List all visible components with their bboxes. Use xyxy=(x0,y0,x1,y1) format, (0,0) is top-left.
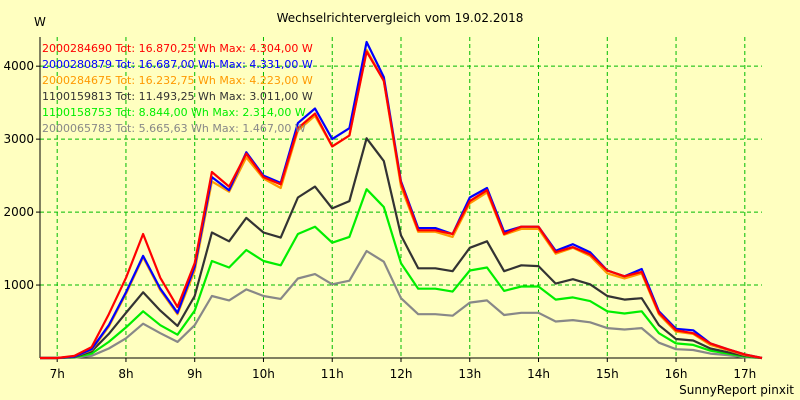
x-tick-label: 7h xyxy=(50,367,65,381)
y-tick-label: 3000 xyxy=(3,132,34,146)
y-tick-label: 4000 xyxy=(3,59,34,73)
series-line-0 xyxy=(40,50,763,360)
legend-entry: 2000065783 Tot: 5.665,63 Wh Max: 1.467,0… xyxy=(42,122,306,135)
y-tick-label: 1000 xyxy=(3,278,34,292)
y-axis-label: W xyxy=(34,15,46,29)
chart-title: Wechselrichtervergleich vom 19.02.2018 xyxy=(277,11,524,25)
x-tick-label: 8h xyxy=(118,367,133,381)
y-tick-label: 2000 xyxy=(3,205,34,219)
legend-entry: 1100159813 Tot: 11.493,25 Wh Max: 3.011,… xyxy=(42,90,313,103)
legend-entry: 1100158753 Tot: 8.844,00 Wh Max: 2.314,0… xyxy=(42,106,306,119)
x-tick-label: 13h xyxy=(458,367,481,381)
x-tick-label: 14h xyxy=(527,367,550,381)
x-tick-label: 10h xyxy=(252,367,275,381)
legend-entry: 2000284675 Tot: 16.232,75 Wh Max: 4.223,… xyxy=(42,74,313,87)
x-tick-label: 15h xyxy=(596,367,619,381)
credit-text: SunnyReport pinxit xyxy=(679,383,794,397)
x-tick-label: 17h xyxy=(733,367,756,381)
series-line-5 xyxy=(40,249,763,360)
legend-entry: 2000284690 Tot: 16.870,25 Wh Max: 4.304,… xyxy=(42,42,313,55)
x-tick-label: 16h xyxy=(665,367,688,381)
legend-entry: 2000280879 Tot: 16.687,00 Wh Max: 4.331,… xyxy=(42,58,313,71)
x-tick-label: 9h xyxy=(187,367,202,381)
series-line-3 xyxy=(40,137,763,360)
series-line-4 xyxy=(40,188,763,360)
x-tick-label: 11h xyxy=(321,367,344,381)
x-tick-label: 12h xyxy=(390,367,413,381)
